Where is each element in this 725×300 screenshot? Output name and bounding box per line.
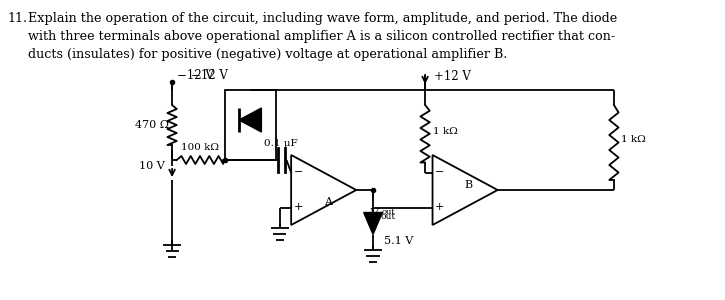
Text: 5.1 V: 5.1 V <box>384 236 413 245</box>
Text: −: − <box>294 167 303 178</box>
Text: out: out <box>381 208 395 216</box>
Text: 470 Ω: 470 Ω <box>135 120 169 130</box>
Text: V: V <box>369 208 378 221</box>
Text: 1 kΩ: 1 kΩ <box>621 136 646 145</box>
Polygon shape <box>364 212 382 235</box>
Text: out: out <box>381 212 396 221</box>
Text: 0.1 μF: 0.1 μF <box>264 140 298 148</box>
Text: V: V <box>369 212 378 225</box>
Text: −: − <box>435 167 444 178</box>
Text: +12 V: +12 V <box>434 70 471 83</box>
Text: A: A <box>324 197 332 207</box>
Text: +: + <box>435 202 444 212</box>
Text: ducts (insulates) for positive (negative) voltage at operational amplifier B.: ducts (insulates) for positive (negative… <box>28 48 507 61</box>
Text: 1 kΩ: 1 kΩ <box>433 127 457 136</box>
Text: 100 kΩ: 100 kΩ <box>181 143 219 152</box>
Polygon shape <box>239 108 262 132</box>
Text: −12 V: −12 V <box>191 69 228 82</box>
Text: 10 V: 10 V <box>139 161 165 171</box>
Text: B: B <box>465 180 473 190</box>
Text: Explain the operation of the circuit, including wave form, amplitude, and period: Explain the operation of the circuit, in… <box>28 12 617 25</box>
Text: −12 V: −12 V <box>177 69 214 82</box>
Text: +: + <box>294 202 303 212</box>
Bar <box>225 90 276 160</box>
Text: 11.: 11. <box>7 12 28 25</box>
Text: with three terminals above operational amplifier A is a silicon controlled recti: with three terminals above operational a… <box>28 30 615 43</box>
